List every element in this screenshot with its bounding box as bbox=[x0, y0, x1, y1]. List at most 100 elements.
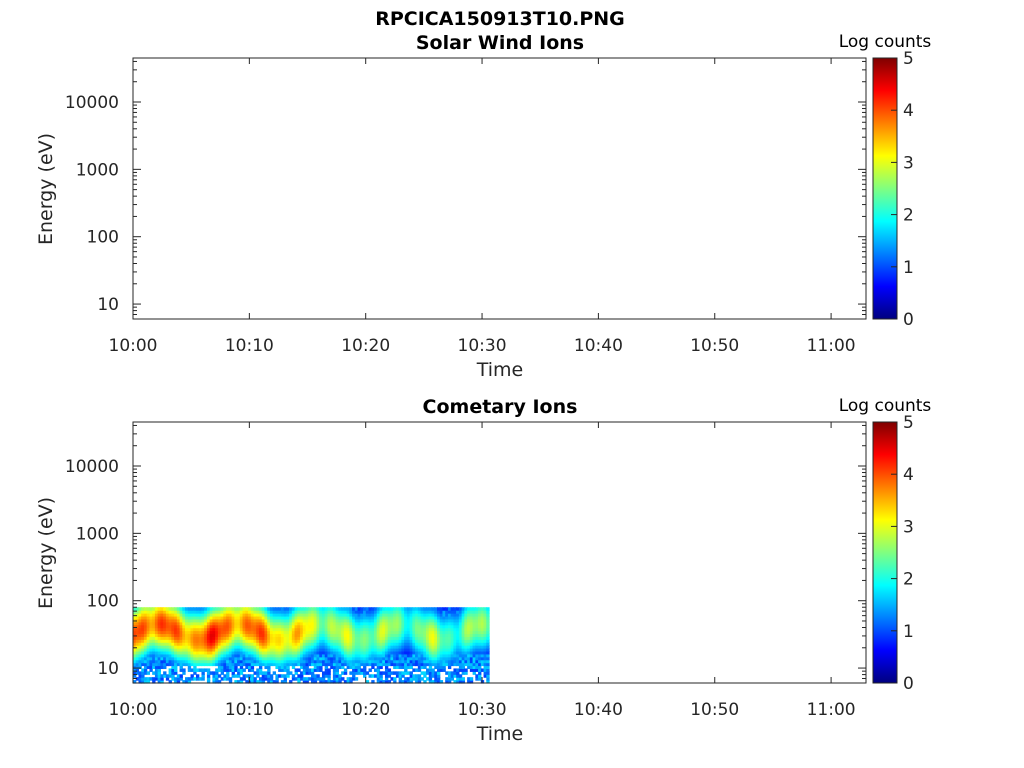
heatmap-cell bbox=[154, 642, 159, 646]
heatmap-cell bbox=[215, 630, 219, 635]
heatmap-cell bbox=[185, 648, 189, 652]
heatmap-cell bbox=[286, 633, 290, 637]
heatmap-cell bbox=[212, 615, 216, 620]
heatmap-cell bbox=[154, 677, 159, 681]
heatmap-cell bbox=[193, 659, 197, 664]
heatmap-cell bbox=[426, 613, 430, 617]
heatmap-cell bbox=[160, 653, 164, 658]
colorbar-tick-label: 3 bbox=[903, 153, 914, 173]
heatmap-cell bbox=[423, 607, 427, 611]
heatmap-cell bbox=[253, 656, 257, 661]
heatmap-cell bbox=[431, 668, 435, 672]
heatmap-cell bbox=[365, 648, 370, 652]
heatmap-cell bbox=[412, 656, 416, 661]
heatmap-cell bbox=[165, 615, 170, 620]
heatmap-cell bbox=[393, 680, 397, 684]
colorbar bbox=[872, 421, 898, 684]
heatmap-cell bbox=[417, 674, 422, 678]
heatmap-cell bbox=[272, 645, 277, 649]
heatmap-cell bbox=[220, 633, 224, 637]
heatmap-cell bbox=[187, 680, 192, 684]
heatmap-cell bbox=[415, 610, 419, 614]
heatmap-cell bbox=[212, 624, 216, 629]
heatmap-cell bbox=[291, 624, 296, 629]
heatmap-cell bbox=[289, 659, 293, 664]
heatmap-cell bbox=[409, 650, 413, 655]
heatmap-cell bbox=[182, 610, 186, 614]
heatmap-cell bbox=[234, 645, 238, 649]
heatmap-cell bbox=[478, 668, 482, 672]
heatmap-cell bbox=[256, 659, 260, 664]
heatmap-cell bbox=[248, 607, 252, 611]
heatmap-cell bbox=[371, 627, 375, 632]
heatmap-cell bbox=[338, 680, 342, 684]
heatmap-cell bbox=[146, 636, 151, 640]
heatmap-cell bbox=[163, 621, 167, 626]
heatmap-cell bbox=[376, 656, 381, 661]
heatmap-cell bbox=[152, 642, 156, 646]
heatmap-cell bbox=[195, 662, 200, 667]
heatmap-cell bbox=[426, 630, 430, 635]
heatmap-cell bbox=[289, 650, 293, 655]
heatmap-cell bbox=[163, 627, 167, 632]
heatmap-cell bbox=[212, 677, 216, 681]
heatmap-cell bbox=[393, 636, 397, 640]
heatmap-cell bbox=[332, 645, 337, 649]
heatmap-cell bbox=[467, 677, 471, 681]
heatmap-cell bbox=[217, 674, 222, 678]
heatmap-cell bbox=[204, 662, 208, 667]
heatmap-cell bbox=[179, 668, 183, 672]
heatmap-cell bbox=[368, 627, 372, 632]
heatmap-cell bbox=[483, 630, 487, 635]
heatmap-cell bbox=[401, 624, 405, 629]
heatmap-cell bbox=[346, 677, 350, 681]
heatmap-cell bbox=[428, 659, 433, 664]
heatmap-cell bbox=[215, 618, 219, 623]
heatmap-cell bbox=[248, 630, 252, 635]
heatmap-cell bbox=[226, 618, 230, 623]
heatmap-cell bbox=[434, 621, 438, 626]
heatmap-cell bbox=[467, 665, 471, 670]
heatmap-cell bbox=[160, 645, 164, 649]
heatmap-cell bbox=[141, 659, 145, 664]
heatmap-cell bbox=[478, 656, 482, 661]
heatmap-cell bbox=[234, 653, 238, 658]
heatmap-cell bbox=[294, 639, 298, 643]
heatmap-cell bbox=[256, 648, 260, 652]
heatmap-cell bbox=[245, 650, 249, 655]
heatmap-cell bbox=[374, 656, 378, 661]
heatmap-cell bbox=[450, 633, 455, 637]
heatmap-cell bbox=[461, 645, 465, 649]
heatmap-cell bbox=[417, 680, 422, 684]
heatmap-cell bbox=[237, 630, 241, 635]
heatmap-cell bbox=[242, 615, 246, 620]
heatmap-cell bbox=[311, 677, 315, 681]
heatmap-cell bbox=[480, 656, 485, 661]
heatmap-cell bbox=[384, 656, 389, 661]
panel-title: Cometary Ions bbox=[423, 396, 578, 418]
heatmap-cell bbox=[420, 615, 424, 620]
heatmap-cell bbox=[346, 648, 350, 652]
heatmap-cell bbox=[349, 665, 353, 670]
heatmap-cell bbox=[472, 639, 476, 643]
heatmap-cell bbox=[228, 665, 233, 670]
heatmap-cell bbox=[171, 645, 175, 649]
heatmap-cell bbox=[453, 656, 457, 661]
heatmap-cell bbox=[393, 677, 397, 681]
heatmap-cell bbox=[223, 618, 227, 623]
heatmap-cell bbox=[439, 627, 444, 632]
heatmap-cell bbox=[212, 613, 216, 617]
heatmap-cell bbox=[300, 621, 304, 626]
heatmap-cell bbox=[464, 653, 468, 658]
heatmap-cell bbox=[217, 656, 222, 661]
heatmap-cell bbox=[335, 621, 339, 626]
heatmap-cell bbox=[311, 615, 315, 620]
heatmap-cell bbox=[352, 630, 356, 635]
heatmap-cell bbox=[234, 627, 238, 632]
heatmap-cell bbox=[384, 615, 389, 620]
heatmap-cell bbox=[138, 677, 142, 681]
heatmap-cell bbox=[261, 624, 266, 629]
heatmap-cell bbox=[174, 615, 178, 620]
heatmap-cell bbox=[376, 624, 381, 629]
